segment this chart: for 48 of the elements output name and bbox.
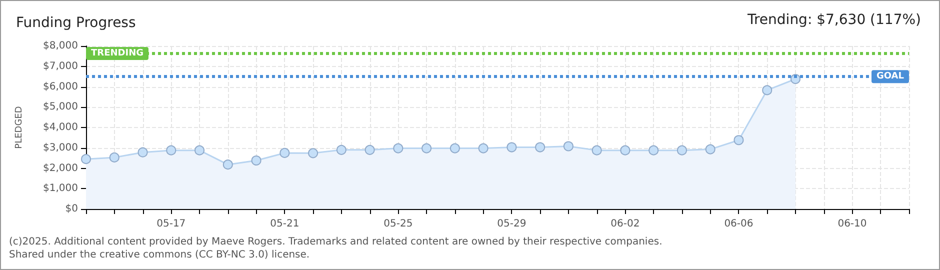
x-tick-label: 06-06 [724, 218, 754, 230]
point [251, 156, 262, 166]
point [308, 148, 318, 158]
y-tick-label: $7,000 [43, 60, 78, 72]
x-tick-label: 06-02 [610, 218, 640, 230]
y-axis-title: PLEDGED [14, 106, 24, 149]
point [648, 145, 659, 156]
x-tick-label: 05-21 [270, 218, 300, 230]
y-tick-label: $0 [65, 204, 78, 214]
y-tick-label: $1,000 [43, 183, 78, 194]
point [393, 143, 404, 154]
text: Shared under the creative commons (CC BY-NC 3.0) license. [9, 250, 310, 260]
y-tick-label: $6,000 [43, 81, 78, 92]
point [336, 144, 346, 155]
y-tick-label: $3,000 [43, 142, 78, 154]
y-tick-label: $8,000 [43, 40, 78, 52]
y-tick-label: $2,000 [43, 162, 78, 174]
point [592, 145, 602, 156]
point [364, 144, 375, 155]
point [478, 143, 488, 154]
point [535, 142, 546, 152]
point [422, 143, 432, 154]
point [222, 160, 233, 170]
point [109, 152, 120, 162]
point [506, 142, 517, 152]
ref-line-label: TRENDING [91, 48, 144, 59]
point [762, 85, 772, 96]
y-tick-label: $4,000 [43, 122, 78, 133]
point [620, 145, 630, 156]
point [734, 135, 744, 146]
text: Trending: $7,630 (117%) [746, 12, 922, 28]
chart-title: Funding Progress [16, 15, 136, 31]
point [280, 148, 290, 158]
x-tick-label: 05-29 [497, 218, 526, 230]
point [138, 147, 148, 158]
y-tick-label: $5,000 [43, 102, 78, 113]
x-tick-label: 06-10 [838, 218, 867, 230]
point [166, 145, 176, 156]
point [563, 141, 574, 152]
point [705, 144, 716, 154]
point [450, 143, 460, 154]
x-tick-label: 05-17 [156, 218, 186, 230]
point [676, 145, 687, 156]
x-tick-label: 05-25 [384, 218, 413, 230]
text: (c)2025. Additional content provided by Maeve Rogers. Trademarks and related content are owned by their respective companies. [9, 236, 662, 248]
point [194, 145, 205, 156]
point [81, 154, 91, 164]
ref-line-label: GOAL [876, 72, 904, 82]
